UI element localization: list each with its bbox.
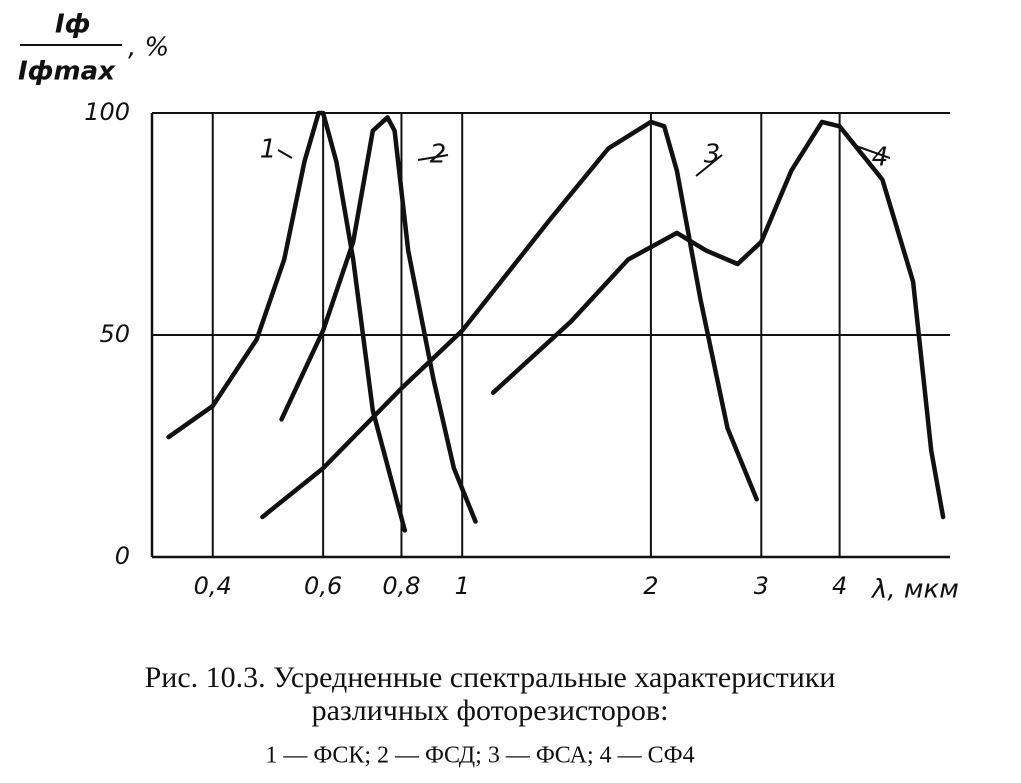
line <box>260 119 759 520</box>
series-label: 3 <box>704 140 721 170</box>
label-leader <box>695 154 723 177</box>
line <box>279 115 478 524</box>
caption-legend: 1 — ФСК; 2 — ФСД; 3 — ФСА; 4 — СФ4 <box>265 743 694 769</box>
caption: различных фоторезисторов: <box>312 694 669 727</box>
y-tick-label: 0 <box>115 542 130 570</box>
label-leader <box>417 154 449 161</box>
x-tick-label: 4 <box>832 572 847 600</box>
caption: Рис. 10.3. Усредненные спектральные хара… <box>145 661 836 694</box>
x-tick-label: 1 <box>455 572 470 600</box>
y-tick-label: 100 <box>84 98 130 126</box>
series-label: 4 <box>872 143 889 173</box>
series-label: 1 <box>260 135 277 165</box>
label-leader <box>277 149 293 159</box>
x-axis-label: λ, мкм <box>870 575 959 605</box>
label-leader <box>855 145 891 159</box>
x-tick-label: 3 <box>754 572 769 600</box>
x-tick-label: 0,8 <box>382 572 420 600</box>
y-label-numerator: Iф <box>55 10 90 40</box>
series-label: 2 <box>430 140 447 170</box>
y-label-denominator: Iфmax <box>18 57 116 87</box>
line <box>490 119 946 520</box>
x-tick-label: 0,6 <box>304 572 342 600</box>
line <box>166 110 408 533</box>
y-tick-label: 50 <box>99 320 130 348</box>
y-label-unit: , % <box>128 33 169 63</box>
x-tick-label: 0,4 <box>194 572 232 600</box>
x-tick-label: 2 <box>643 572 658 600</box>
